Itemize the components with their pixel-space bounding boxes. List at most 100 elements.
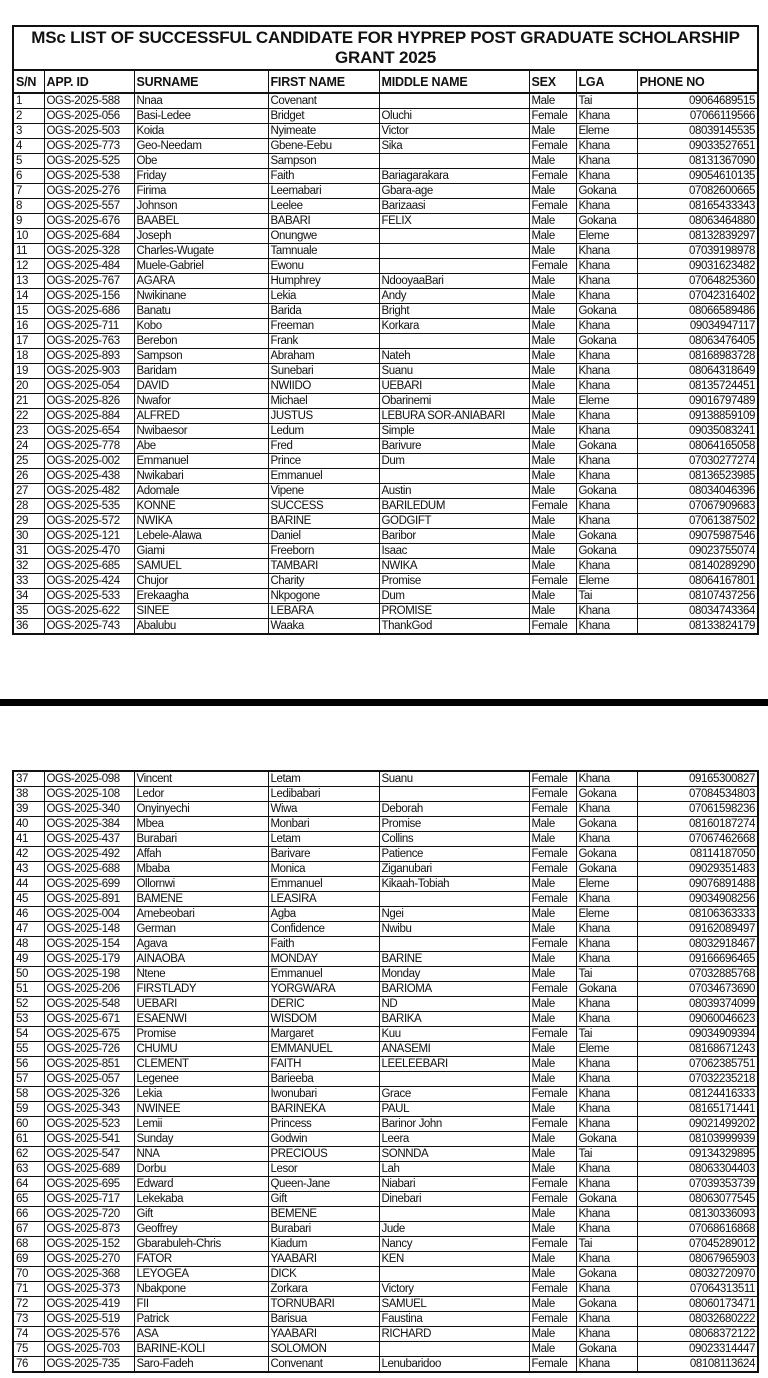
cell-lga: Gokana [575,528,638,544]
column-header-lga: LGA [575,69,638,94]
cell-lga: Tai [575,588,638,604]
cell-app-id: OGS-2025-438 [43,468,135,484]
cell-surname: Promise [133,1026,269,1042]
cell-middle-name: Promise [378,573,530,589]
cell-lga: Khana [575,1281,638,1297]
cell-lga: Khana [575,1116,638,1132]
cell-first-name: BARINEKA [267,1101,380,1117]
cell-sex: Male [528,588,577,604]
cell-sn: 47 [12,921,45,937]
cell-sn: 68 [12,1236,45,1252]
table-row: 68 OGS-2025-152 Gbarabuleh-Chris Kiadum Nanc… [12,1236,759,1252]
cell-lga: Khana [575,468,638,484]
cell-lga: Gokana [575,183,638,199]
cell-app-id: OGS-2025-384 [43,816,135,832]
cell-middle-name: UEBARI [378,378,530,394]
cell-sn: 58 [12,1086,45,1102]
cell-surname: Agava [133,936,269,952]
column-header-middle-name: MIDDLE NAME [378,69,530,94]
table-row: 34 OGS-2025-533 Erekaagha Nkpogone Dum Male Ta… [12,588,759,604]
cell-first-name: Margaret [267,1026,380,1042]
cell-first-name: Freeman [267,318,380,334]
cell-lga: Gokana [575,483,638,499]
cell-sn: 18 [12,348,45,364]
table-row: 66 OGS-2025-720 Gift BEMENE Male Khana 0813033… [12,1206,759,1222]
cell-phone-no: 09060046623 [636,1011,759,1027]
cell-sn: 10 [12,228,45,244]
cell-middle-name: RICHARD [378,1326,530,1342]
cell-middle-name: LEBURA SOR-ANIABARI [378,408,530,424]
cell-phone-no: 08039145535 [636,123,759,139]
cell-app-id: OGS-2025-891 [43,891,135,907]
cell-phone-no: 08168671243 [636,1041,759,1057]
cell-middle-name: Baribor [378,528,530,544]
table-row: 6 OGS-2025-538 Friday Faith Bariagarakara Fem… [12,168,759,184]
cell-app-id: OGS-2025-098 [43,770,135,787]
cell-app-id: OGS-2025-893 [43,348,135,364]
cell-phone-no: 08107437256 [636,588,759,604]
cell-phone-no: 08165433343 [636,198,759,214]
cell-phone-no: 09029351483 [636,861,759,877]
cell-middle-name: Victory [378,1281,530,1297]
cell-sex: Male [528,423,577,439]
table-row: 24 OGS-2025-778 Abe Fred Barivure Male Gokana 0… [12,438,759,454]
cell-app-id: OGS-2025-054 [43,378,135,394]
cell-surname: ASA [133,1326,269,1342]
cell-lga: Khana [575,831,638,847]
cell-lga: Khana [575,1206,638,1222]
cell-surname: Amebeobari [133,906,269,922]
cell-app-id: OGS-2025-326 [43,1086,135,1102]
cell-surname: Burabari [133,831,269,847]
cell-lga: Khana [575,198,638,214]
cell-phone-no: 09134329895 [636,1146,759,1162]
cell-app-id: OGS-2025-576 [43,1326,135,1342]
cell-app-id: OGS-2025-676 [43,213,135,229]
cell-surname: Geo-Needam [133,138,269,154]
cell-sex: Male [528,831,577,847]
cell-lga: Tai [575,966,638,982]
cell-middle-name: Dinebari [378,1191,530,1207]
table-row: 19 OGS-2025-903 Baridam Sunebari Suanu Male Kh… [12,363,759,379]
cell-middle-name [378,153,530,169]
cell-phone-no: 08130336093 [636,1206,759,1222]
cell-surname: Ollornwi [133,876,269,892]
cell-lga: Gokana [575,1296,638,1312]
cell-sex: Male [528,513,577,529]
cell-phone-no: 08060173471 [636,1296,759,1312]
cell-app-id: OGS-2025-503 [43,123,135,139]
cell-sex: Female [528,861,577,877]
cell-first-name: TAMBARI [267,558,380,574]
cell-surname: Lekekaba [133,1191,269,1207]
cell-surname: Muele-Gabriel [133,258,269,274]
table-row: 54 OGS-2025-675 Promise Margaret Kuu Female Ta… [12,1026,759,1042]
cell-first-name: BEMENE [267,1206,380,1222]
cell-surname: Vincent [133,770,269,787]
cell-sex: Female [528,618,577,635]
cell-first-name: Daniel [267,528,380,544]
table-row: 56 OGS-2025-851 CLEMENT FAITH LEELEEBARI Male… [12,1056,759,1072]
cell-sn: 22 [12,408,45,424]
cell-phone-no: 08140289290 [636,558,759,574]
cell-middle-name: Nwibu [378,921,530,937]
cell-first-name: Leelee [267,198,380,214]
cell-sn: 13 [12,273,45,289]
cell-middle-name: Bariagarakara [378,168,530,184]
cell-phone-no: 08063476405 [636,333,759,349]
cell-sn: 45 [12,891,45,907]
cell-lga: Khana [575,1056,638,1072]
cell-app-id: OGS-2025-056 [43,108,135,124]
cell-first-name: BABARI [267,213,380,229]
cell-phone-no: 09035083241 [636,423,759,439]
cell-lga: Gokana [575,438,638,454]
cell-sex: Female [528,786,577,802]
cell-surname: Erekaagha [133,588,269,604]
cell-middle-name: Barivure [378,438,530,454]
cell-phone-no: 08068372122 [636,1326,759,1342]
cell-sex: Female [528,1176,577,1192]
column-header-phone-no: PHONE NO [636,69,759,94]
cell-phone-no: 08067965903 [636,1251,759,1267]
cell-phone-no: 07039198978 [636,243,759,259]
table-row: 12 OGS-2025-484 Muele-Gabriel Ewonu Female Kh… [12,258,759,274]
cell-first-name: YORGWARA [267,981,380,997]
cell-sex: Male [528,243,577,259]
